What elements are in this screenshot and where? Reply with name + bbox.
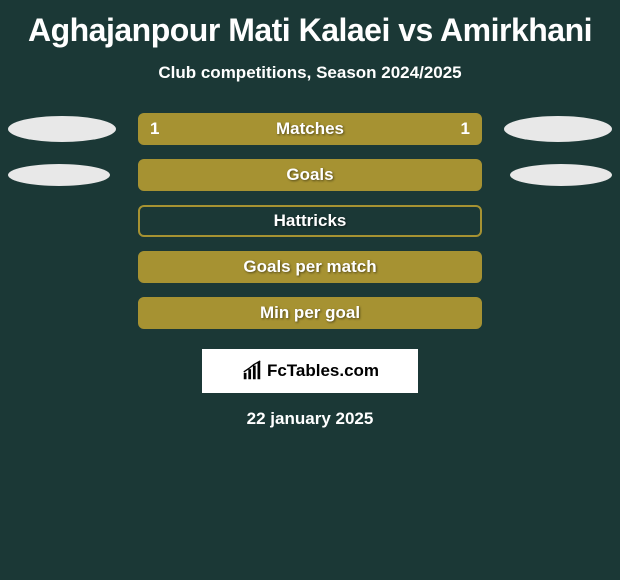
stat-label-mpg: Min per goal [260,303,360,323]
stat-row-hattricks: Hattricks [0,205,620,237]
stat-bar-min-per-goal: Min per goal [138,297,482,329]
attribution-text: FcTables.com [267,361,379,381]
stat-label-goals: Goals [286,165,333,185]
stat-row-goals: Goals [0,159,620,191]
stat-label-matches: Matches [276,119,344,139]
date-text: 22 january 2025 [0,409,620,429]
stat-label-gpm: Goals per match [243,257,376,277]
stat-bar-goals-per-match: Goals per match [138,251,482,283]
stat-bar-goals: Goals [138,159,482,191]
stat-value-left-matches: 1 [150,119,159,139]
ellipse-left-goals [8,164,110,186]
ellipse-right-matches [504,116,612,142]
bar-chart-icon [241,360,263,382]
stat-label-hattricks: Hattricks [274,211,347,231]
stat-bar-hattricks: Hattricks [138,205,482,237]
page-title: Aghajanpour Mati Kalaei vs Amirkhani [0,0,620,49]
attribution-logo: FcTables.com [241,360,379,382]
stat-row-matches: 1 Matches 1 [0,113,620,145]
stat-rows-container: 1 Matches 1 Goals Hattricks [0,113,620,329]
subtitle: Club competitions, Season 2024/2025 [0,63,620,83]
stat-value-right-matches: 1 [461,119,470,139]
stat-row-min-per-goal: Min per goal [0,297,620,329]
ellipse-left-matches [8,116,116,142]
stat-row-goals-per-match: Goals per match [0,251,620,283]
ellipse-right-goals [510,164,612,186]
attribution-box: FcTables.com [202,349,418,393]
stat-bar-matches: 1 Matches 1 [138,113,482,145]
comparison-infographic: Aghajanpour Mati Kalaei vs Amirkhani Clu… [0,0,620,580]
